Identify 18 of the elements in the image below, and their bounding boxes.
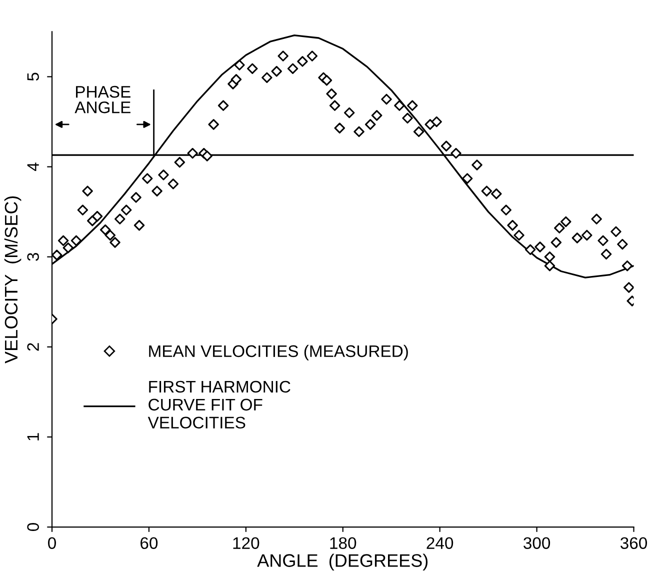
- y-tick-label: 0: [27, 523, 39, 532]
- legend-label: FIRST HARMONIC CURVE FIT OF VELOCITIES: [148, 380, 290, 429]
- x-tick-label: 180: [330, 537, 356, 550]
- x-tick-label: 360: [620, 537, 648, 550]
- y-tick-label: 5: [27, 72, 39, 81]
- annotation: PHASE ANGLE: [74, 86, 130, 114]
- y-tick-label: 3: [27, 252, 39, 261]
- y-tick-label: 4: [27, 162, 39, 172]
- x-axis-title: ANGLE (DEGREES): [257, 554, 428, 571]
- x-tick-label: 60: [140, 537, 158, 550]
- x-tick-label: 300: [524, 537, 550, 550]
- y-tick-label: 2: [27, 343, 39, 351]
- y-tick-label: 1: [27, 433, 39, 440]
- y-axis-title: VELOCITY (M/SEC): [4, 196, 22, 364]
- x-tick-label: 0: [48, 537, 56, 550]
- x-tick-label: 120: [233, 537, 260, 550]
- legend-label: MEAN VELOCITIES (MEASURED): [149, 344, 408, 360]
- x-tick-label: 240: [426, 537, 454, 550]
